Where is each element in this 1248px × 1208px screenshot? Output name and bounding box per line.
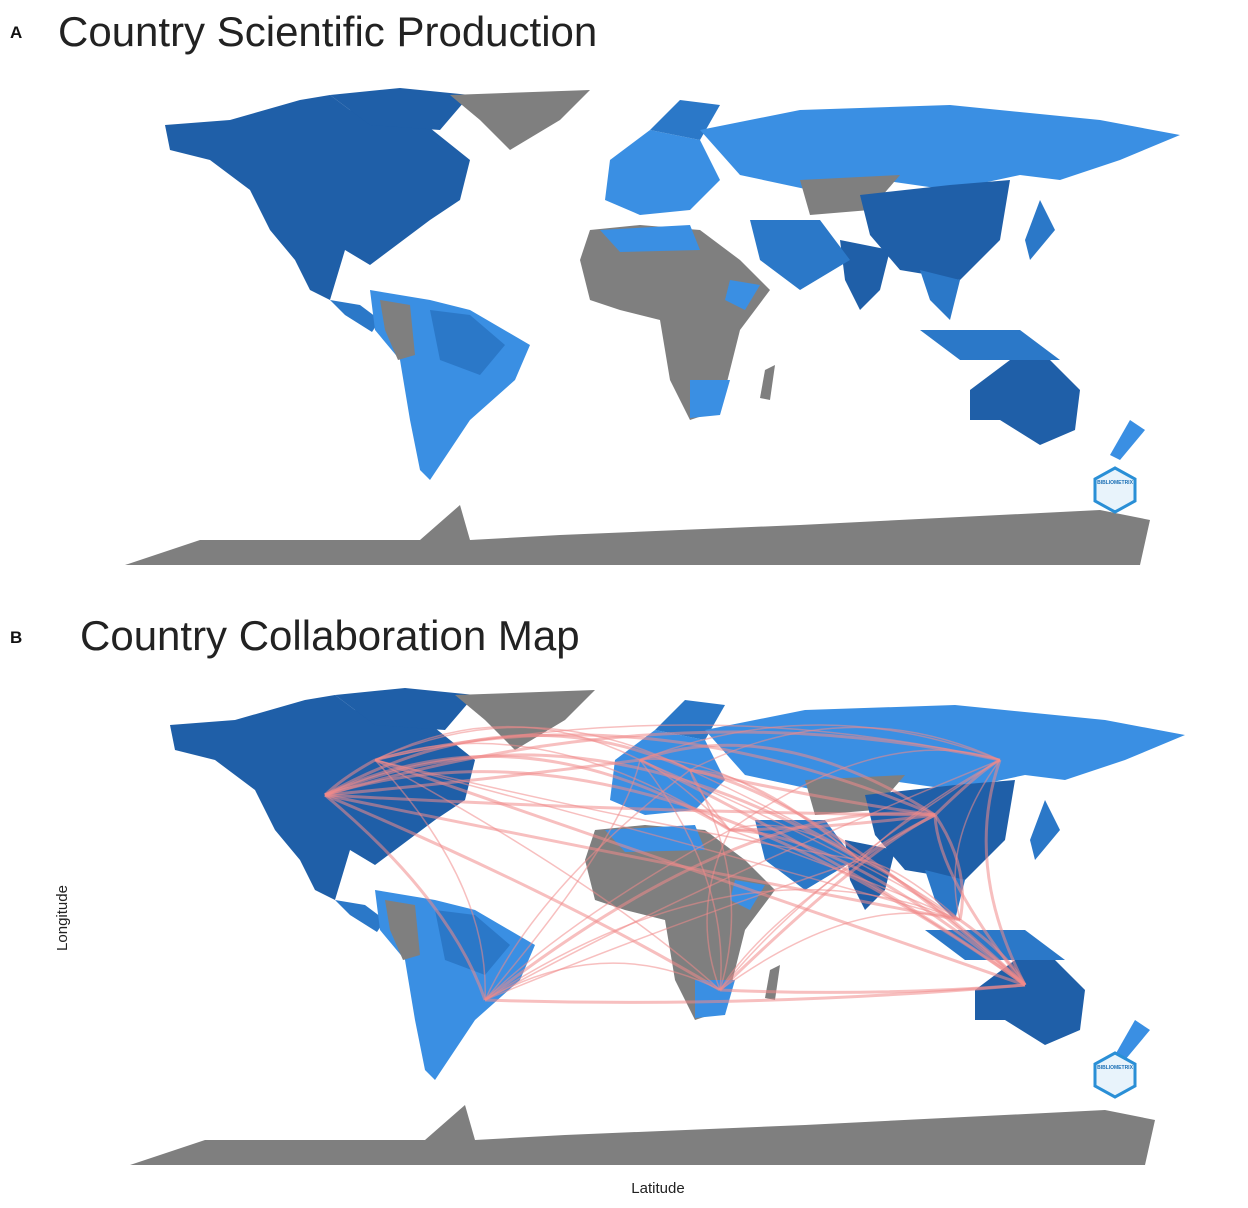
panel-b: B Country Collaboration Map BIBLIOMETRIX… xyxy=(10,612,1185,1197)
collaboration-arc xyxy=(718,813,936,992)
collaboration-arc xyxy=(959,918,1027,986)
logo xyxy=(1093,1051,1137,1099)
panel-label: A xyxy=(10,23,22,42)
panel-label: B xyxy=(10,628,22,647)
collaboration-arc xyxy=(484,759,1001,1001)
collaboration-arc xyxy=(484,983,1026,1004)
collaboration-arc xyxy=(719,759,1001,991)
collaboration-arc xyxy=(374,758,1026,987)
collaboration-arc xyxy=(374,759,861,861)
collaboration-links xyxy=(323,724,1027,1004)
collaboration-arc xyxy=(484,962,721,1001)
panel-a: A Country Scientific Production BIBLIOME… xyxy=(10,8,1180,565)
collaboration-arc xyxy=(689,768,936,817)
collaboration-arc xyxy=(639,724,1001,761)
collaboration-arc xyxy=(374,742,731,831)
collaboration-arc xyxy=(484,829,731,1001)
collaboration-arc xyxy=(859,759,1001,861)
logo-text: BIBLIOMETRIX xyxy=(1097,480,1133,486)
collaboration-arc xyxy=(324,793,487,1001)
collaboration-arc xyxy=(484,769,691,1001)
collaboration-arc xyxy=(324,758,641,797)
collaboration-arc xyxy=(729,824,861,861)
collaboration-arc xyxy=(639,743,936,817)
collaboration-arc xyxy=(729,829,961,921)
collaboration-arc xyxy=(324,793,721,992)
collaboration-arc xyxy=(324,793,936,817)
collaboration-arc xyxy=(859,859,961,921)
collaboration-arc xyxy=(689,768,1026,987)
collaboration-arc xyxy=(729,828,1026,987)
collaboration-arc xyxy=(719,859,861,991)
collaboration-arc xyxy=(639,759,961,921)
collaboration-arc xyxy=(324,754,731,832)
collaboration-arc xyxy=(719,983,1026,994)
collaboration-arc xyxy=(984,759,1027,986)
logo-text: BIBLIOMETRIX xyxy=(1097,1065,1133,1071)
collaboration-arc xyxy=(323,758,376,797)
collaboration-arc xyxy=(484,888,961,1001)
collaboration-arc xyxy=(484,759,641,1001)
collaboration-arc xyxy=(719,912,961,991)
world-map xyxy=(125,88,1180,565)
collaboration-arc xyxy=(324,730,1001,797)
collaboration-arc xyxy=(639,758,861,861)
panel-title: Country Scientific Production xyxy=(58,8,597,55)
collaboration-arc xyxy=(484,811,936,1002)
collaboration-arc xyxy=(954,759,1001,921)
collaboration-arc xyxy=(374,725,641,761)
collaboration-arc xyxy=(484,859,861,1001)
collaboration-arc xyxy=(374,759,961,921)
y-axis-label: Longitude xyxy=(54,885,71,951)
collaboration-arc xyxy=(933,814,964,921)
x-axis-label: Latitude xyxy=(631,1180,684,1197)
collaboration-arc xyxy=(374,759,486,1001)
collaboration-arc xyxy=(374,724,1001,761)
logo xyxy=(1093,466,1137,514)
collaboration-arc xyxy=(324,793,961,922)
collaboration-arc xyxy=(706,829,731,991)
collaboration-arc xyxy=(639,759,722,991)
collaboration-arc xyxy=(689,769,731,831)
collaboration-arc xyxy=(374,759,721,991)
panel-title: Country Collaboration Map xyxy=(80,612,580,659)
collaboration-arc xyxy=(689,726,1001,771)
collaboration-arc xyxy=(689,769,961,921)
